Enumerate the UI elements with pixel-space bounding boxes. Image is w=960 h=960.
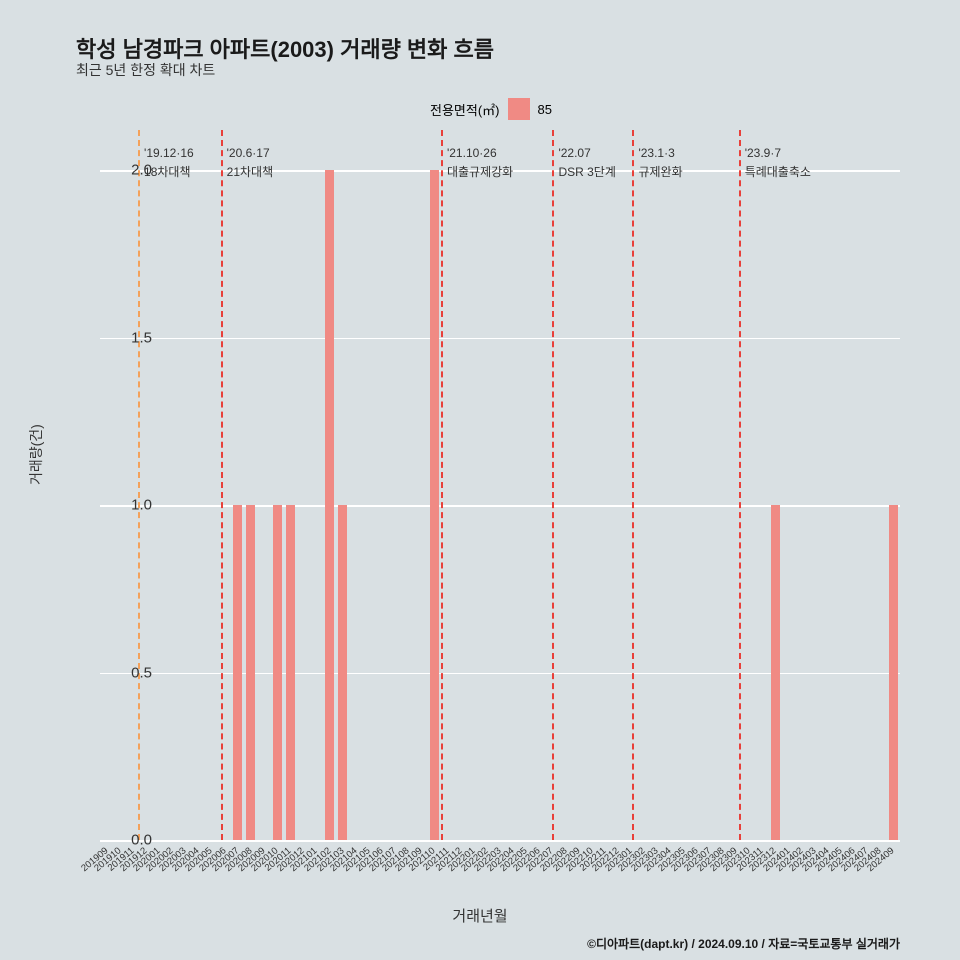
event-annotation: 특례대출축소 [745, 163, 811, 180]
bar [325, 170, 334, 840]
legend: 전용면적(㎡) 85 [430, 98, 552, 120]
event-line [441, 130, 443, 840]
bar [338, 505, 347, 840]
event-annotation: '20.6·17 [227, 146, 270, 160]
event-line [138, 130, 140, 840]
legend-label: 전용면적(㎡) [430, 100, 500, 119]
bar [430, 170, 439, 840]
legend-value: 85 [538, 102, 552, 117]
event-annotation: '23.9·7 [745, 146, 781, 160]
event-annotation: '22.07 [558, 146, 590, 160]
bar [273, 505, 282, 840]
y-tick-label: 2.0 [102, 162, 152, 179]
event-line [552, 130, 554, 840]
event-line [632, 130, 634, 840]
event-annotation: '23.1·3 [638, 146, 674, 160]
event-annotation: DSR 3단계 [558, 163, 615, 180]
grid-line [100, 840, 900, 842]
chart-subtitle: 최근 5년 한정 확대 차트 [76, 60, 215, 80]
y-axis-label: 거래량(건) [26, 424, 46, 485]
event-annotation: '19.12·16 [144, 146, 194, 160]
y-tick-label: 1.0 [102, 497, 152, 514]
y-tick-label: 1.5 [102, 329, 152, 346]
event-annotation: '21.10·26 [447, 146, 497, 160]
y-tick-label: 0.5 [102, 664, 152, 681]
bar [889, 505, 898, 840]
event-annotation: 대출규제강화 [447, 163, 513, 180]
bar [771, 505, 780, 840]
bar [246, 505, 255, 840]
chart-plot-area: '19.12·1618차대책'20.6·1721차대책'21.10·26대출규제… [100, 130, 900, 840]
bar [233, 505, 242, 840]
bar [286, 505, 295, 840]
event-annotation: 규제완화 [638, 163, 682, 180]
x-axis-label: 거래년월 [0, 905, 960, 926]
event-annotation: 21차대책 [227, 163, 273, 180]
credit-text: ©디아파트(dapt.kr) / 2024.09.10 / 자료=국토교통부 실… [587, 935, 900, 952]
legend-swatch [508, 98, 530, 120]
event-line [221, 130, 223, 840]
event-line [739, 130, 741, 840]
